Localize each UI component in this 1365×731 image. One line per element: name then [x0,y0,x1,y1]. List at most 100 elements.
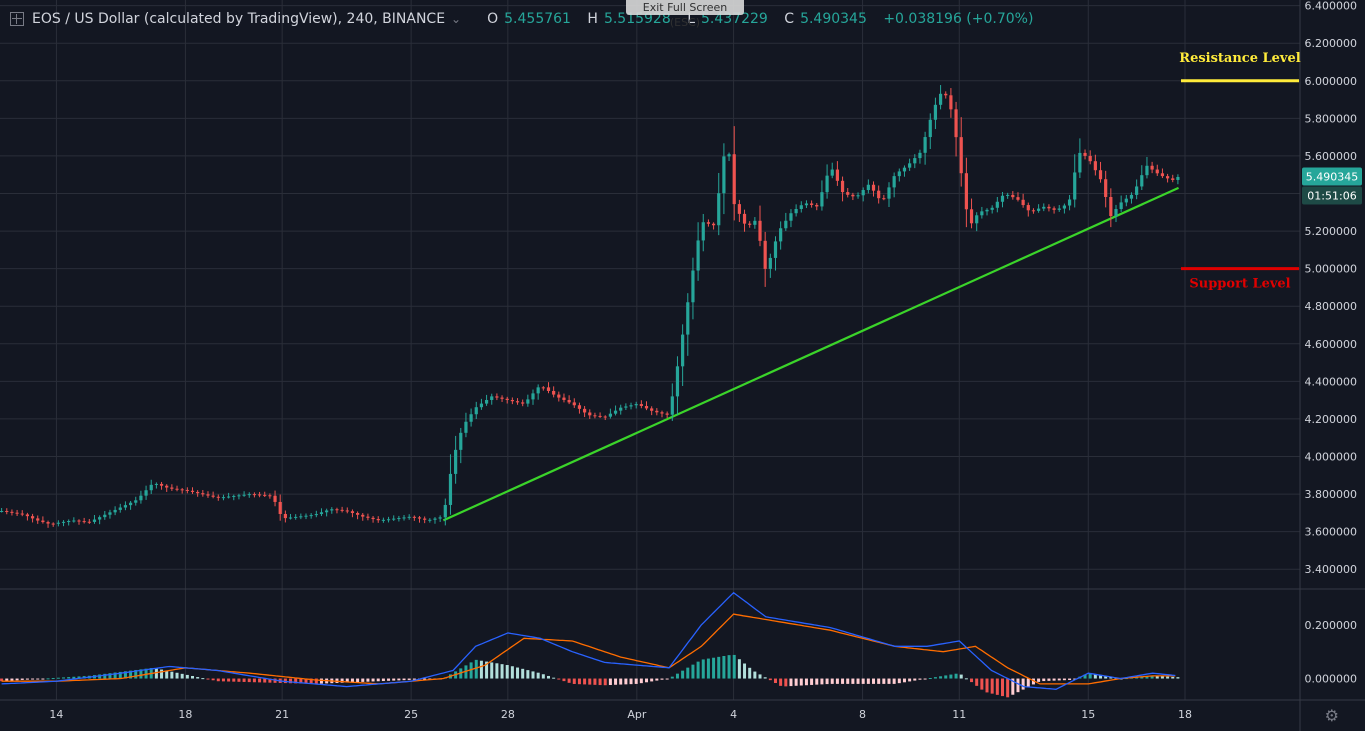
macd-histogram-bar-positive [1099,675,1103,679]
gear-icon[interactable]: ⚙ [1324,706,1339,725]
candle-up [681,324,685,386]
macd-histogram-bar-negative [5,678,9,681]
macd-histogram-bar-positive [552,677,556,679]
chevron-down-icon[interactable]: ⌄ [451,12,462,26]
candle-body [206,494,210,496]
candle-down [644,401,649,411]
macd-histogram-bar-negative [247,678,251,683]
candle-body [804,203,809,206]
macd-histogram-bar-positive [72,676,76,679]
candle-down [505,396,509,404]
macd-histogram-bar-positive [165,670,169,679]
candle-up [784,212,788,231]
price-tick-label: 4.400000 [1305,375,1358,388]
candle-body [737,204,741,214]
candle-body [882,198,886,200]
candle-body [887,187,891,199]
countdown-badge [1302,186,1362,205]
candle-up [1073,154,1077,208]
candle-down [877,185,881,204]
candle-up [727,152,731,161]
candle-body [98,517,102,520]
candle-body [763,240,767,269]
resistance-label: Resistance Level [1179,51,1300,66]
collapse-icon[interactable] [10,12,24,26]
candle-up [0,508,4,513]
macd-histogram-bar-negative [1068,678,1072,680]
time-axis[interactable]: 14 18 21 25 28 Apr 4 8 11 15 18 [49,708,1192,721]
candle-body [1140,175,1144,187]
candle-body [1073,172,1077,200]
candle-body [294,516,298,518]
macd-histogram-bar-positive [180,673,184,679]
price-tick-label: 5.000000 [1305,263,1358,276]
time-tick-label: 18 [1178,708,1192,721]
candle-down [273,490,277,507]
candle-up [825,164,829,199]
candle-body [1160,173,1165,177]
macd-histogram-bar-positive [175,672,179,679]
candle-down [583,406,587,418]
macd-histogram-bar-negative [567,678,571,683]
candle-body [1176,176,1180,180]
symbol-title[interactable]: EOS / US Dollar (calculated by TradingVi… [32,11,446,27]
exit-fullscreen-button[interactable]: Exit Full Screen (ESC) [626,0,744,29]
time-tick-label: 18 [178,708,192,721]
candle-body [30,516,35,519]
candle-up [1062,203,1067,214]
candle-down [763,231,767,287]
candle-body [933,104,938,120]
macd-histogram-bar-positive [103,673,107,679]
candle-down [1047,204,1051,212]
macd-histogram-bar-negative [371,678,375,682]
macd-histogram-bar-positive [521,668,525,679]
candle-body [902,167,907,172]
candle-up [469,408,473,427]
candle-up [918,149,922,164]
candle-body [77,520,81,522]
candle-down [748,221,752,228]
open-label: O [487,11,499,27]
last-price-text: 5.490345 [1306,171,1359,184]
candle-body [350,511,355,514]
macd-histogram-bar-positive [1155,676,1159,679]
candle-up [294,514,298,520]
candle-body [1057,208,1061,210]
candle-body [309,515,313,517]
macd-histogram-bar-negative [294,678,298,684]
candle-body [154,483,158,485]
macd-histogram-bar-negative [1021,678,1025,690]
macd-histogram-bar-negative [366,678,370,682]
candle-body [25,514,30,517]
price-tick-label: 5.600000 [1305,150,1358,163]
macd-histogram-bar-negative [1037,678,1041,682]
macd-histogram-bar-positive [758,674,762,679]
macd-histogram-bar-positive [1109,676,1113,679]
support-resistance-layer: Resistance Level Support Level [1179,51,1300,292]
candle-body [118,507,122,510]
macd-histogram-bar-positive [469,662,473,679]
macd-histogram-bar-positive [743,663,747,679]
macd-histogram-bar-negative [216,678,220,682]
candle-down [175,485,179,492]
candle-up [61,520,66,527]
candle-up [1176,174,1180,185]
macd-histogram-bar-positive [160,669,164,679]
macd-histogram-bar-negative [345,678,349,683]
candle-body [371,517,375,520]
candle-up [123,501,128,511]
candle-up [1145,156,1149,179]
price-axis[interactable]: 6.400000 6.200000 6.000000 5.800000 5.600000… [1305,0,1358,686]
candle-body [185,489,189,491]
candle-body [892,176,896,188]
candle-body [1083,152,1087,156]
candle-up [794,204,798,217]
candle-down [1088,150,1092,165]
candle-body [20,513,24,515]
candle-body [784,220,788,229]
candle-down [1109,188,1113,228]
macd-histogram-bar-negative [25,678,29,680]
candle-body [144,490,148,496]
candle-body [861,190,865,196]
